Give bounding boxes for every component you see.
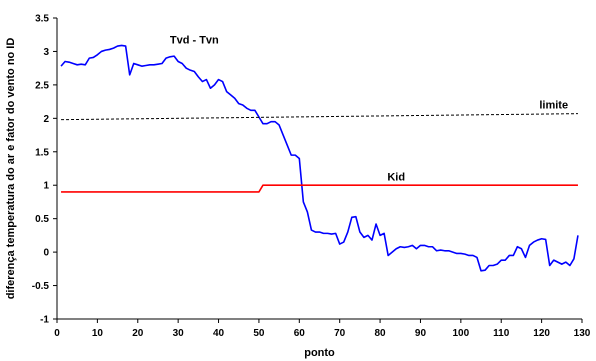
x-axis-label: ponto	[304, 347, 335, 359]
x-tick-label: 90	[415, 328, 427, 339]
x-tick-label: 100	[453, 328, 470, 339]
y-tick-label: -0.5	[32, 281, 50, 292]
x-tick-label: 120	[533, 328, 550, 339]
y-tick-label: -1	[40, 315, 49, 326]
x-tick-label: 0	[54, 328, 60, 339]
annotation-layer: Tvd - Tvn limite Kid	[170, 34, 568, 183]
series-layer	[60, 44, 579, 272]
annotation-label: Kid	[387, 172, 405, 184]
x-tick-label: 130	[574, 328, 591, 339]
y-tick-label: 0	[43, 248, 49, 259]
series-kid-line	[61, 184, 578, 193]
x-tick-label: 60	[294, 328, 306, 339]
series-limite-line	[61, 113, 578, 121]
x-tick-label: 110	[493, 328, 510, 339]
series-tvd-tvn-line	[60, 44, 579, 272]
y-tick-label: 1.5	[35, 147, 49, 158]
y-tick-label: 2	[43, 114, 49, 125]
y-tick-label: 1	[43, 181, 49, 192]
y-tick-label: 3.5	[35, 14, 49, 25]
y-axis-label: diferença temperatura do ar e fator do v…	[5, 38, 17, 300]
annotation-label: limite	[539, 99, 568, 111]
x-tick-label: 70	[334, 328, 346, 339]
x-tick-label: 30	[173, 328, 185, 339]
x-tick-label: 20	[132, 328, 144, 339]
y-tick-label: 2.5	[35, 80, 49, 91]
x-tick-label: 40	[213, 328, 225, 339]
y-tick-label: 3	[43, 47, 49, 58]
x-tick-label: 80	[375, 328, 387, 339]
y-tick-label: 0.5	[35, 214, 49, 225]
x-tick-label: 10	[92, 328, 104, 339]
x-tick-label: 50	[253, 328, 265, 339]
axes: -1 -0.5 0 0.5 1 1.5 2 2.5 3 3.5 0 10 20 30 40 50 60 70 80 9…	[32, 14, 591, 340]
annotation-label: Tvd - Tvn	[170, 34, 219, 46]
